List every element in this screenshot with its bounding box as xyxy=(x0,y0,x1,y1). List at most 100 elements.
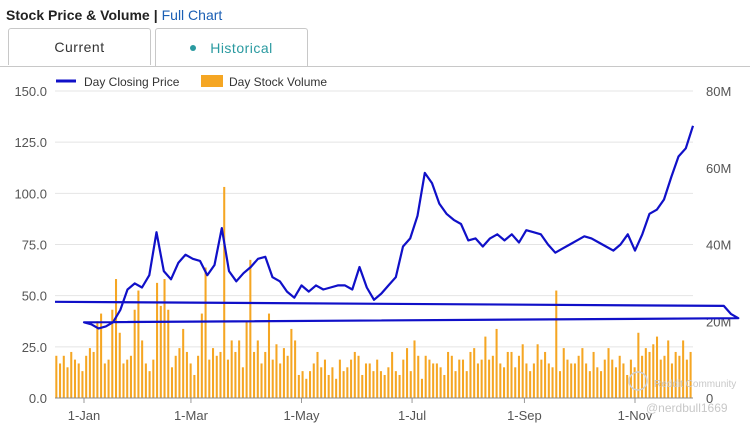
volume-bar xyxy=(185,351,188,398)
volume-bar xyxy=(152,359,155,398)
tab-bar: Current Historical xyxy=(0,28,750,67)
volume-bar xyxy=(521,344,524,398)
volume-bar xyxy=(331,367,334,398)
y-left-tick-label: 150.0 xyxy=(14,84,47,99)
volume-bar xyxy=(432,363,435,398)
full-chart-link[interactable]: Full Chart xyxy=(161,7,223,23)
volume-bar xyxy=(66,367,69,398)
volume-bar xyxy=(476,363,479,398)
volume-bar xyxy=(316,351,319,398)
volume-bar xyxy=(670,363,673,398)
volume-bar xyxy=(417,355,420,398)
y-right-tick-label: 0 xyxy=(706,391,713,406)
volume-bar xyxy=(170,367,174,398)
volume-bar xyxy=(327,374,330,398)
volume-bar xyxy=(275,344,278,398)
y-left-tick-label: 100.0 xyxy=(14,186,47,201)
volume-bar xyxy=(212,348,215,398)
volume-bar xyxy=(372,371,375,398)
volume-bar xyxy=(555,290,558,398)
price-line xyxy=(54,125,740,330)
volume-bar xyxy=(301,371,304,398)
volume-bar xyxy=(443,374,446,398)
volume-bar xyxy=(484,336,487,398)
volume-bar xyxy=(312,363,315,398)
volume-bar xyxy=(614,367,618,398)
active-dot-icon xyxy=(190,44,197,51)
volume-bar xyxy=(383,374,386,398)
watermark-handle-label: @nerdbull1669 xyxy=(646,401,728,415)
x-tick-label: 1-Jul xyxy=(398,408,426,423)
volume-bar xyxy=(473,348,476,398)
volume-bar xyxy=(394,371,397,398)
volume-bar xyxy=(424,355,427,398)
volume-bar xyxy=(137,290,140,398)
legend-volume-label: Day Stock Volume xyxy=(229,75,327,89)
volume-bar xyxy=(562,348,565,398)
volume-bar xyxy=(118,332,121,398)
volume-bar xyxy=(689,351,692,398)
volume-bar xyxy=(495,328,498,398)
volume-bar xyxy=(364,363,368,398)
volume-bar xyxy=(215,355,218,398)
volume-bar xyxy=(148,371,151,398)
volume-bar xyxy=(279,363,282,398)
volume-bar xyxy=(267,313,271,398)
volume-bar xyxy=(659,359,662,398)
volume-bar xyxy=(249,259,252,398)
page-title: Stock Price & Volume xyxy=(6,7,150,23)
volume-bar xyxy=(256,340,259,398)
volume-bar xyxy=(529,371,532,398)
volume-bar xyxy=(141,340,144,398)
watermark-logo-icon xyxy=(628,371,648,391)
volume-bar xyxy=(55,355,58,398)
volume-bar xyxy=(379,371,382,398)
volume-bar xyxy=(342,371,345,398)
volume-bar xyxy=(200,313,203,398)
y-left-tick-label: 75.0 xyxy=(22,238,47,253)
volume-bar xyxy=(510,351,513,398)
volume-bar xyxy=(182,328,185,398)
volume-bar xyxy=(174,355,177,398)
volume-bar xyxy=(85,355,88,398)
volume-bar xyxy=(499,363,502,398)
volume-bar xyxy=(234,351,237,398)
volume-bar xyxy=(454,371,457,398)
x-tick-label: 1-Mar xyxy=(174,408,209,423)
volume-bar xyxy=(156,282,159,398)
volume-bar xyxy=(111,309,114,398)
volume-bar xyxy=(655,336,659,398)
volume-bar xyxy=(387,367,390,398)
volume-bar xyxy=(641,355,644,398)
volume-bar xyxy=(81,371,84,398)
volume-bar xyxy=(167,309,170,398)
y-left-tick-label: 25.0 xyxy=(22,340,47,355)
volume-bar xyxy=(223,186,226,398)
volume-bar xyxy=(420,378,423,398)
volume-bar xyxy=(114,279,118,398)
volume-bar xyxy=(611,359,614,398)
volume-bar xyxy=(577,355,580,398)
legend-price-label: Day Closing Price xyxy=(84,75,180,89)
volume-bar xyxy=(107,359,110,398)
volume-bar xyxy=(193,374,196,398)
volume-bar xyxy=(260,363,263,398)
volume-bar xyxy=(592,351,595,398)
volume-bar xyxy=(581,348,584,398)
volume-bar xyxy=(573,363,576,398)
tab-current-label: Current xyxy=(54,39,105,55)
volume-bar xyxy=(144,363,147,398)
volume-bar xyxy=(633,367,636,398)
tab-current[interactable]: Current xyxy=(8,28,151,65)
tab-historical-label: Historical xyxy=(210,39,273,56)
volume-bar xyxy=(637,332,640,398)
volume-bar xyxy=(435,363,438,398)
x-tick-label: 1-Jan xyxy=(68,408,101,423)
volume-bar xyxy=(447,351,450,398)
volume-bar xyxy=(290,328,293,398)
volume-bar xyxy=(129,355,132,398)
volume-bar xyxy=(350,359,353,398)
tab-historical[interactable]: Historical xyxy=(155,28,308,66)
volume-bar xyxy=(230,340,233,398)
volume-bar xyxy=(159,305,162,398)
